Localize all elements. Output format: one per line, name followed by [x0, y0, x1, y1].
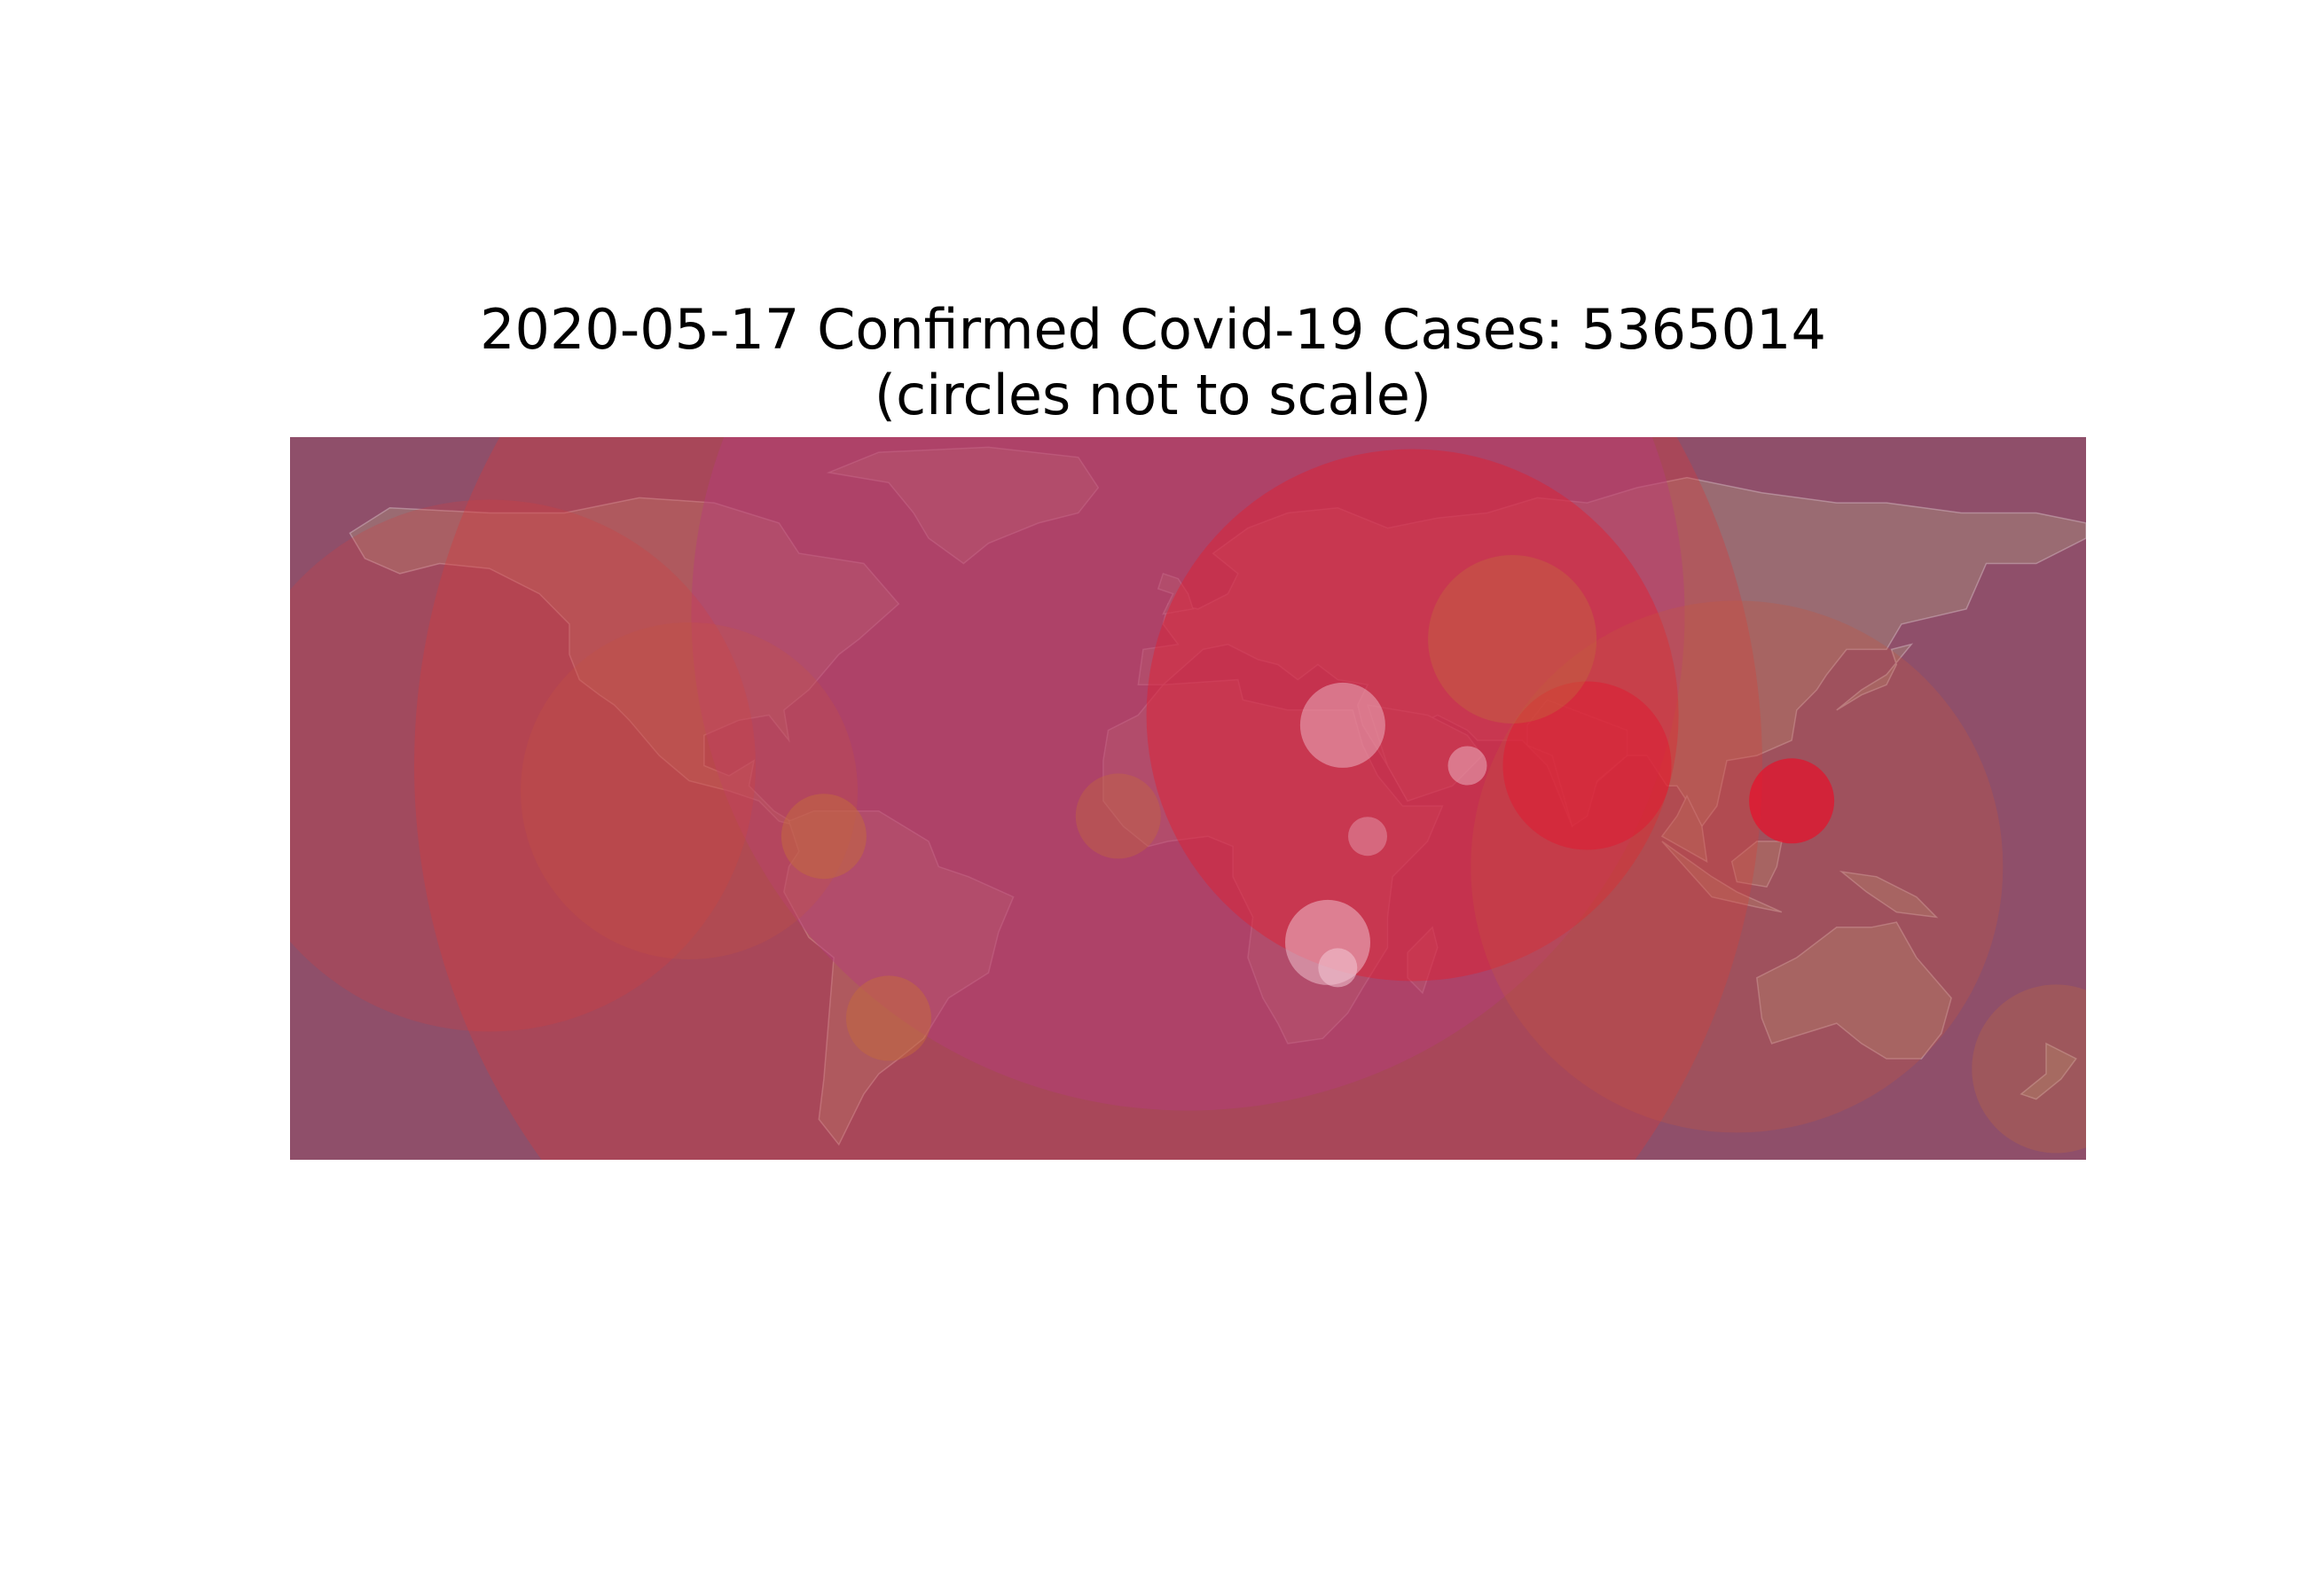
case-circle-11: [1075, 773, 1161, 859]
world-map-svg: [290, 437, 2086, 1160]
landmass-north-america: [349, 497, 900, 827]
landmass-greenland: [826, 446, 1100, 565]
world-map: [290, 437, 2086, 1160]
case-circle-9: [780, 794, 867, 880]
landmass-arabia-fill: [1366, 704, 1484, 802]
case-circle-17: [1972, 984, 2086, 1154]
landmass-new-zealand: [2020, 1042, 2077, 1100]
landmass-india: [1526, 699, 1628, 828]
landmass-indonesia: [1661, 841, 1783, 913]
case-circle-10: [846, 975, 931, 1061]
landmass-new-guinea: [1839, 870, 1939, 919]
case-circle-12: [1299, 682, 1385, 768]
title-line-2: (circles not to scale): [874, 363, 1432, 427]
case-circle-6: [1502, 681, 1672, 850]
landmass-uk: [1157, 572, 1195, 615]
case-circle-14: [1348, 817, 1387, 857]
title-line-1: 2020-05-17 Confirmed Covid-19 Cases: 536…: [480, 297, 1826, 362]
case-circle-1: [1146, 449, 1679, 982]
landmass-madagascar: [1407, 926, 1439, 995]
case-circle-5: [521, 622, 858, 959]
landmass-australia: [1755, 921, 1952, 1060]
landmass-japan: [1836, 643, 1914, 711]
case-circle-16: [1318, 948, 1358, 988]
case-circle-4: [290, 499, 756, 1032]
landmass-borneo: [1730, 841, 1783, 888]
map-title: 2020-05-17 Confirmed Covid-19 Cases: 536…: [0, 297, 2306, 428]
case-circle-3: [1471, 600, 2004, 1133]
landmass-eurasia: [1137, 476, 2086, 828]
case-circle-2: [414, 437, 1762, 1160]
case-circle-0: [691, 437, 1685, 1111]
landmass-se-asia: [1660, 794, 1708, 864]
case-circle-7: [1428, 555, 1597, 724]
case-circle-8: [1749, 758, 1835, 844]
case-circles: [290, 437, 2086, 1160]
case-circle-13: [1447, 746, 1487, 786]
